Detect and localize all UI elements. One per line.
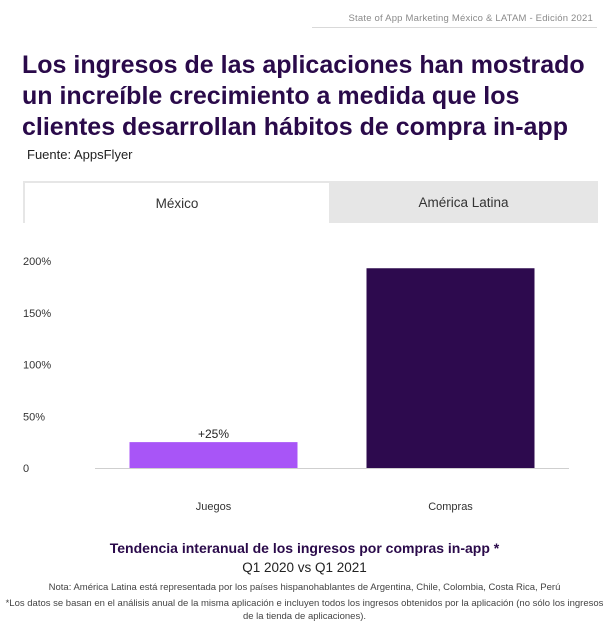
x-tick-label: Juegos xyxy=(196,501,232,513)
chart-subtitle: Q1 2020 vs Q1 2021 xyxy=(242,560,367,575)
footnote-data: *Los datos se basan en el análisis anual… xyxy=(5,598,604,622)
page-title: Los ingresos de las aplicaciones han mos… xyxy=(22,51,585,141)
bar-juegos xyxy=(129,442,298,468)
footnote-region: Nota: América Latina está representada p… xyxy=(48,582,561,593)
y-tick-label: 200% xyxy=(23,256,51,268)
y-tick-label: 150% xyxy=(23,308,51,320)
data-label: +25% xyxy=(198,427,229,441)
x-tick-label: Compras xyxy=(428,501,473,513)
bar-compras xyxy=(366,268,535,468)
tab-mexico[interactable]: México xyxy=(25,183,329,223)
y-tick-label: 0 xyxy=(23,463,29,475)
y-tick-label: 100% xyxy=(23,360,51,372)
region-tabs: México América Latina xyxy=(23,181,598,223)
bar-chart: 0 50% 100% 150% 200% +25% Juegos Compras xyxy=(23,256,569,513)
tab-america-latina[interactable]: América Latina xyxy=(418,194,509,210)
report-label: State of App Marketing México & LATAM - … xyxy=(348,13,593,24)
source-label: Fuente: AppsFlyer xyxy=(27,147,133,162)
y-tick-label: 50% xyxy=(23,411,45,423)
header-divider xyxy=(312,27,597,28)
chart-title: Tendencia interanual de los ingresos por… xyxy=(109,540,500,556)
